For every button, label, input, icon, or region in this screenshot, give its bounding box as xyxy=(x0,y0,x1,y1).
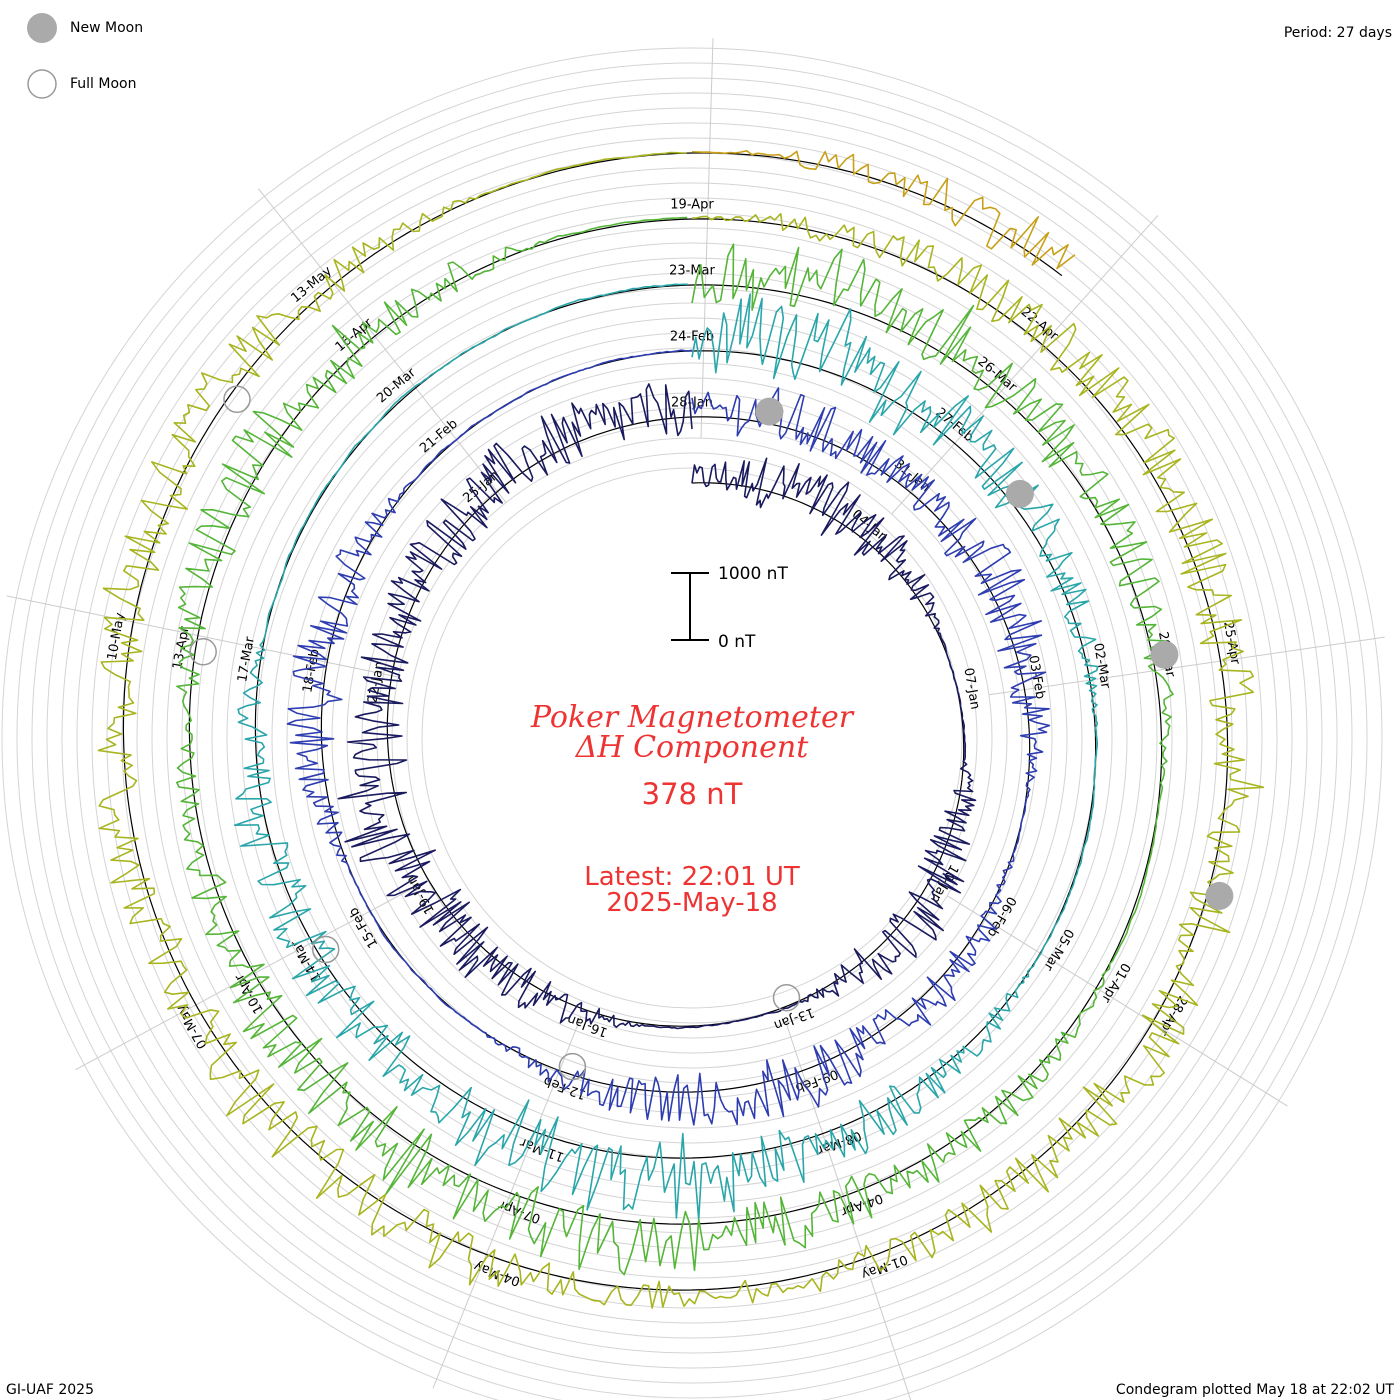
grid-circle xyxy=(166,212,1218,1264)
grid-circle xyxy=(346,392,1038,1084)
magnetometer-trace xyxy=(337,383,977,1030)
series-lines xyxy=(97,150,1265,1309)
new-moon-legend-icon xyxy=(27,13,57,43)
grid-circle xyxy=(76,122,1308,1354)
legend: New Moon Full Moon xyxy=(27,13,143,99)
date-label: 04-May xyxy=(472,1258,523,1289)
date-label: 05-Mar xyxy=(1040,926,1076,974)
scale-bar-top-label: 1000 nT xyxy=(718,564,788,584)
full-moon-marker xyxy=(223,385,251,414)
grid-radial-line xyxy=(432,1016,582,1389)
grid-circle xyxy=(136,182,1248,1294)
grid-circle xyxy=(1,47,1383,1400)
footer-plotted: Condegram plotted May 18 at 22:02 UT xyxy=(1116,1382,1395,1398)
grid-radial-line xyxy=(891,215,1159,515)
date-label: 04-Jan xyxy=(849,507,891,545)
grid-circle xyxy=(61,107,1323,1369)
footer-credit: GI-UAF 2025 xyxy=(6,1382,94,1398)
date-label: 19-Apr xyxy=(670,198,714,213)
new-moon-marker xyxy=(1205,881,1234,910)
date-label: 07-Jan xyxy=(960,667,982,711)
grid-circle xyxy=(151,197,1233,1279)
grid-circle xyxy=(241,287,1143,1189)
date-label: 09-Feb xyxy=(793,1066,840,1095)
chart-title-line2: ΔH Component xyxy=(575,730,809,765)
grid-circle xyxy=(46,92,1338,1384)
new-moon-marker xyxy=(1150,640,1179,669)
period-label: Period: 27 days xyxy=(1284,25,1392,41)
new-moon-legend-label: New Moon xyxy=(70,20,143,36)
latest-time: Latest: 22:01 UT xyxy=(584,862,800,892)
grid-circle xyxy=(91,137,1293,1339)
full-moon-marker xyxy=(311,935,340,964)
date-label: 04-Apr xyxy=(838,1190,885,1219)
grid-circle xyxy=(421,467,963,1009)
full-moon-marker xyxy=(189,638,217,666)
magnetometer-trace xyxy=(286,349,1051,1126)
grid-radial-line xyxy=(257,188,507,503)
grid-circle xyxy=(226,272,1158,1204)
full-moon-legend-icon xyxy=(27,69,57,99)
center-title-block: Poker Magnetometer ΔH Component 378 nT L… xyxy=(530,700,855,918)
full-moon-marker xyxy=(772,983,801,1012)
date-label: 24-Feb xyxy=(670,330,714,345)
grid-circle xyxy=(301,347,1083,1129)
grid-circle xyxy=(31,77,1353,1399)
grid-circle xyxy=(196,242,1188,1234)
moon-markers xyxy=(189,385,1234,1081)
full-moon-marker xyxy=(558,1052,587,1081)
date-label: 28-Jan xyxy=(671,396,713,411)
grid-radial-line xyxy=(988,636,1385,696)
grid-circle xyxy=(121,167,1263,1309)
scale-bar: 1000 nT 0 nT xyxy=(671,564,788,652)
grid-radial-line xyxy=(6,595,399,678)
grid-radial-line xyxy=(700,38,714,439)
grid-circle xyxy=(211,257,1173,1219)
new-moon-marker xyxy=(755,397,784,426)
date-label: 03-Feb xyxy=(1025,654,1047,700)
current-value: 378 nT xyxy=(642,777,743,811)
grid-circle xyxy=(406,452,978,1024)
magnetometer-trace xyxy=(691,150,1076,270)
latest-date: 2025-May-18 xyxy=(606,888,777,918)
magnetometer-trace xyxy=(176,216,1174,1276)
chart-title-line1: Poker Magnetometer xyxy=(530,700,855,735)
grid-radial-line xyxy=(946,895,1288,1107)
grid-circle xyxy=(16,62,1368,1400)
magnetometer-trace xyxy=(97,151,1265,1309)
grid-radial-line xyxy=(75,879,429,1071)
grid-radials xyxy=(6,38,1385,1400)
new-moon-marker xyxy=(1005,479,1034,508)
scale-bar-bottom-label: 0 nT xyxy=(718,632,756,652)
full-moon-legend-label: Full Moon xyxy=(70,76,136,92)
date-label: 23-Mar xyxy=(669,264,715,279)
magnetometer-trace xyxy=(233,283,1099,1221)
grid-circle xyxy=(361,407,1023,1069)
